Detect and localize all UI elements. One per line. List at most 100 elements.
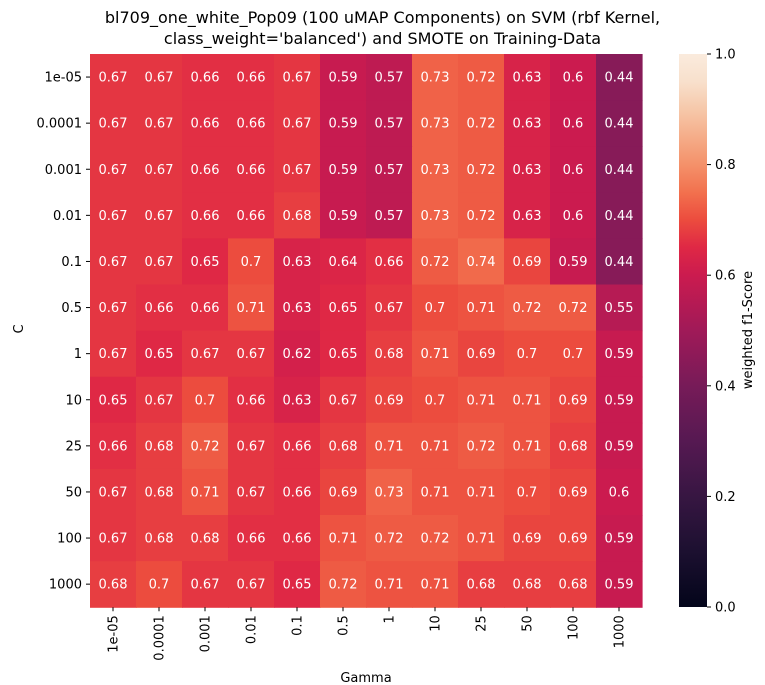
cell-value-label: 0.67 bbox=[145, 209, 174, 224]
x-tick-label: 0.1 bbox=[291, 615, 306, 636]
cell-value-label: 0.68 bbox=[145, 485, 174, 500]
cell-value-label: 0.66 bbox=[191, 209, 220, 224]
cell-value-label: 0.67 bbox=[99, 117, 128, 132]
heatmap-cell bbox=[136, 284, 183, 332]
heatmap-cell bbox=[412, 561, 459, 608]
colorbar-tick-label: 0.4 bbox=[715, 379, 736, 394]
cell-value-label: 0.57 bbox=[375, 209, 404, 224]
cell-value-label: 0.67 bbox=[283, 71, 312, 86]
heatmap-cell bbox=[550, 468, 597, 516]
cell-value-label: 0.67 bbox=[99, 532, 128, 547]
cell-value-label: 0.72 bbox=[467, 71, 496, 86]
cell-value-label: 0.7 bbox=[195, 393, 216, 408]
cell-value-label: 0.67 bbox=[145, 163, 174, 178]
heatmap-cell bbox=[274, 54, 321, 101]
heatmap-cell bbox=[320, 376, 367, 424]
heatmap-cell bbox=[182, 238, 229, 286]
x-axis-ticks: 1e-05 0.0001 0.001 0.01 0.1 0.5 1 10 25 50 100 1000 bbox=[107, 607, 628, 661]
colorbar-ticks: 0.0 0.2 0.4 0.6 0.8 1.0 bbox=[707, 48, 736, 616]
heatmap-cell bbox=[596, 238, 643, 286]
cell-value-label: 0.64 bbox=[329, 255, 358, 270]
cell-value-label: 0.68 bbox=[99, 578, 128, 593]
heatmap-cell bbox=[366, 515, 413, 562]
cell-value-label: 0.73 bbox=[421, 209, 450, 224]
heatmap-cell bbox=[412, 146, 459, 193]
cell-value-label: 0.69 bbox=[467, 347, 496, 362]
cell-value-label: 0.68 bbox=[559, 578, 588, 593]
cell-value-label: 0.68 bbox=[283, 209, 312, 224]
cell-value-label: 0.7 bbox=[563, 347, 584, 362]
heatmap-cell bbox=[90, 146, 137, 193]
cell-value-label: 0.59 bbox=[559, 255, 588, 270]
cell-value-label: 0.67 bbox=[237, 439, 266, 454]
heatmap-cell bbox=[136, 238, 183, 286]
heatmap-cell bbox=[90, 561, 137, 608]
heatmap-cell bbox=[320, 192, 367, 239]
cell-value-label: 0.66 bbox=[237, 117, 266, 132]
colorbar-tick-label: 0.6 bbox=[715, 269, 736, 284]
heatmap-cell bbox=[320, 284, 367, 332]
heatmap-cell bbox=[274, 376, 321, 424]
heatmap-cell bbox=[320, 422, 367, 470]
y-tick-label: 1 bbox=[74, 347, 82, 362]
heatmap-cell bbox=[90, 468, 137, 516]
heatmap-cell bbox=[412, 376, 459, 424]
cell-value-label: 0.6 bbox=[609, 485, 630, 500]
y-tick-label: 25 bbox=[65, 439, 82, 454]
x-tick-label: 0.01 bbox=[245, 615, 260, 644]
cell-value-label: 0.67 bbox=[99, 71, 128, 86]
heatmap-cell bbox=[458, 468, 505, 516]
heatmap-cell bbox=[90, 192, 137, 239]
heatmap-cell bbox=[504, 146, 551, 193]
cell-value-label: 0.68 bbox=[467, 578, 496, 593]
cell-value-label: 0.7 bbox=[241, 255, 262, 270]
heatmap-cell bbox=[596, 330, 643, 378]
heatmap-cell bbox=[596, 100, 643, 147]
cell-value-label: 0.63 bbox=[283, 301, 312, 316]
heatmap-cell bbox=[182, 468, 229, 516]
cell-value-label: 0.63 bbox=[513, 209, 542, 224]
cell-value-label: 0.71 bbox=[375, 578, 404, 593]
heatmap-cell bbox=[366, 54, 413, 101]
heatmap-cell bbox=[228, 238, 275, 286]
cell-value-label: 0.72 bbox=[191, 439, 220, 454]
heatmap-cell bbox=[550, 54, 597, 101]
cell-value-label: 0.63 bbox=[513, 71, 542, 86]
cell-value-label: 0.59 bbox=[605, 532, 634, 547]
heatmap-cell bbox=[596, 515, 643, 562]
cell-value-label: 0.66 bbox=[237, 163, 266, 178]
heatmap-cell bbox=[366, 146, 413, 193]
heatmap-cell bbox=[412, 330, 459, 378]
cell-value-label: 0.67 bbox=[99, 347, 128, 362]
heatmap-cell bbox=[90, 330, 137, 378]
cell-value-label: 0.59 bbox=[605, 578, 634, 593]
cell-value-label: 0.68 bbox=[559, 439, 588, 454]
heatmap-cell bbox=[550, 330, 597, 378]
heatmap-cell bbox=[412, 515, 459, 562]
heatmap-cell bbox=[182, 561, 229, 608]
heatmap-cell bbox=[274, 100, 321, 147]
heatmap-cell bbox=[320, 54, 367, 101]
x-tick-label: 1 bbox=[383, 615, 398, 623]
heatmap-cell bbox=[504, 100, 551, 147]
heatmap-cell bbox=[90, 422, 137, 470]
cell-value-label: 0.67 bbox=[191, 347, 220, 362]
heatmap-cell bbox=[596, 146, 643, 193]
cell-value-label: 0.66 bbox=[237, 209, 266, 224]
heatmap-cell bbox=[366, 468, 413, 516]
cell-value-label: 0.44 bbox=[605, 117, 634, 132]
heatmap-cell bbox=[504, 238, 551, 286]
cell-value-label: 0.69 bbox=[559, 393, 588, 408]
cell-value-label: 0.73 bbox=[421, 71, 450, 86]
cell-value-label: 0.6 bbox=[563, 163, 584, 178]
heatmap-cell bbox=[274, 330, 321, 378]
heatmap-cell bbox=[366, 238, 413, 286]
heatmap-cell bbox=[90, 376, 137, 424]
heatmap-cell bbox=[182, 54, 229, 101]
cell-value-label: 0.67 bbox=[329, 393, 358, 408]
heatmap-cell bbox=[274, 422, 321, 470]
heatmap-cell bbox=[504, 192, 551, 239]
cell-value-label: 0.71 bbox=[421, 347, 450, 362]
heatmap-cell bbox=[136, 468, 183, 516]
heatmap-cell bbox=[274, 238, 321, 286]
